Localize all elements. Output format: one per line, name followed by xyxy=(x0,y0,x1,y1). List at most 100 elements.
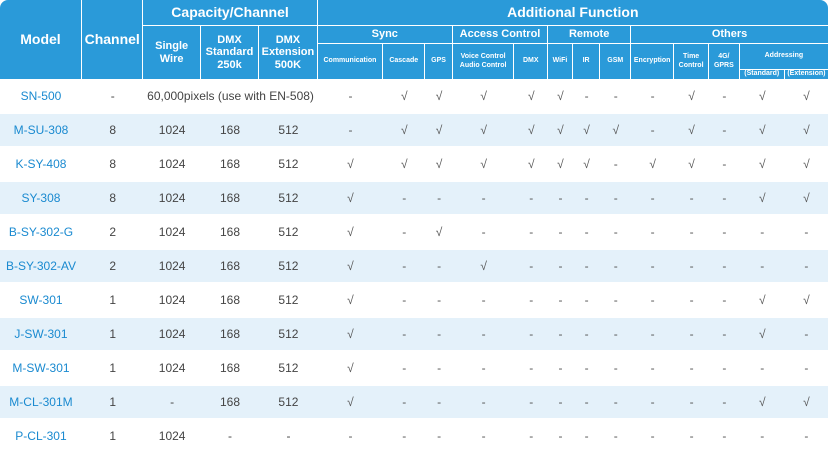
dmx-standard-cell: 168 xyxy=(200,352,260,386)
feature-mark-cell: - xyxy=(784,420,828,454)
feature-mark-cell: √ xyxy=(572,148,601,182)
header-dmx: DMX xyxy=(514,44,549,80)
dmx-extension-cell: 512 xyxy=(259,352,318,386)
model-cell: SN-500 xyxy=(0,80,82,114)
feature-mark-cell: √ xyxy=(425,148,453,182)
feature-mark-cell: - xyxy=(317,114,384,148)
feature-mark-cell: √ xyxy=(452,80,515,114)
channel-cell: 2 xyxy=(81,216,144,250)
single-wire-cell: 1024 xyxy=(143,420,201,454)
model-cell: M-SU-308 xyxy=(0,114,82,148)
feature-mark-cell: - xyxy=(317,420,384,454)
feature-mark-cell: - xyxy=(631,250,675,284)
dmx-standard-cell: 168 xyxy=(200,250,260,284)
feature-mark-cell: √ xyxy=(383,114,426,148)
feature-mark-cell: - xyxy=(425,250,453,284)
table-row: P-CL-301 1 1024- - - - - - - - - - - - - - - xyxy=(0,420,828,454)
feature-mark-cell: - xyxy=(709,420,740,454)
header-dmx-standard: DMX Standard 250k xyxy=(200,26,260,80)
header-remote: Remote xyxy=(548,26,632,44)
feature-mark-cell: - xyxy=(514,420,549,454)
feature-mark-cell: √ xyxy=(317,250,384,284)
feature-mark-cell: - xyxy=(452,420,515,454)
single-wire-cell: 1024 xyxy=(143,318,201,352)
model-cell: K-SY-408 xyxy=(0,148,82,182)
dmx-standard-cell: 168 xyxy=(200,148,260,182)
feature-mark-cell: - xyxy=(425,318,453,352)
feature-mark-cell: √ xyxy=(317,284,384,318)
channel-cell: 1 xyxy=(81,420,144,454)
feature-mark-cell: - xyxy=(383,284,426,318)
feature-mark-cell: - xyxy=(600,318,632,352)
feature-mark-cell: - xyxy=(514,352,549,386)
channel-cell: 1 xyxy=(81,386,144,420)
feature-mark-cell: - xyxy=(784,318,828,352)
header-communication: Communication xyxy=(317,44,384,80)
feature-mark-cell: - xyxy=(709,386,740,420)
feature-mark-cell: - xyxy=(572,80,601,114)
feature-mark-cell: - xyxy=(674,216,709,250)
feature-mark-cell: √ xyxy=(452,148,515,182)
feature-mark-cell: √ xyxy=(317,216,384,250)
feature-mark-cell: - xyxy=(709,284,740,318)
feature-mark-cell: √ xyxy=(452,250,515,284)
single-wire-cell: 1024 xyxy=(143,114,201,148)
feature-mark-cell: - xyxy=(600,386,632,420)
feature-mark-cell: - xyxy=(514,250,549,284)
feature-mark-cell: √ xyxy=(784,80,828,114)
header-addressing-extension: (Extension) xyxy=(784,70,828,80)
feature-mark-cell: √ xyxy=(425,80,453,114)
header-4g-gprs: 4G/ GPRS xyxy=(709,44,740,80)
header-ir: IR xyxy=(572,44,601,80)
feature-mark-cell: √ xyxy=(600,114,632,148)
feature-mark-cell: - xyxy=(784,250,828,284)
feature-mark-cell: √ xyxy=(383,80,426,114)
feature-mark-cell: - xyxy=(739,216,785,250)
feature-mark-cell: - xyxy=(709,148,740,182)
feature-mark-cell: - xyxy=(709,216,740,250)
feature-mark-cell: √ xyxy=(674,80,709,114)
feature-mark-cell: √ xyxy=(784,148,828,182)
feature-mark-cell: - xyxy=(383,318,426,352)
feature-mark-cell: - xyxy=(709,250,740,284)
model-cell: J-SW-301 xyxy=(0,318,82,352)
dmx-extension-cell: 512 xyxy=(259,318,318,352)
dmx-standard-cell: - xyxy=(200,420,260,454)
dmx-extension-cell: 512 xyxy=(259,182,318,216)
feature-mark-cell: - xyxy=(572,216,601,250)
header-time-control: Time Control xyxy=(674,44,709,80)
feature-mark-cell: - xyxy=(383,352,426,386)
feature-mark-cell: - xyxy=(674,284,709,318)
single-wire-cell: 1024 xyxy=(143,250,201,284)
feature-mark-cell: √ xyxy=(674,148,709,182)
feature-mark-cell: √ xyxy=(784,284,828,318)
table-row: SY-308 8 1024 168 512 √ - - - - - - - - - - √ √ xyxy=(0,182,828,216)
feature-mark-cell: - xyxy=(514,182,549,216)
dmx-extension-cell: 512 xyxy=(259,386,318,420)
feature-mark-cell: - xyxy=(631,318,675,352)
header-voice-audio-control: Voice Control Audio Control xyxy=(452,44,515,80)
header-sync: Sync xyxy=(317,26,453,44)
feature-mark-cell: - xyxy=(572,284,601,318)
single-wire-cell: 1024 xyxy=(143,352,201,386)
single-wire-cell: 1024 xyxy=(143,284,201,318)
single-wire-cell: 1024 xyxy=(143,182,201,216)
feature-mark-cell: - xyxy=(383,420,426,454)
channel-cell: 2 xyxy=(81,250,144,284)
feature-mark-cell: - xyxy=(452,386,515,420)
feature-mark-cell: √ xyxy=(739,318,785,352)
feature-mark-cell: - xyxy=(784,216,828,250)
feature-mark-cell: √ xyxy=(739,284,785,318)
feature-mark-cell: - xyxy=(631,284,675,318)
dmx-extension-cell: 512 xyxy=(259,216,318,250)
feature-mark-cell: - xyxy=(600,216,632,250)
feature-mark-cell: - xyxy=(631,216,675,250)
feature-mark-cell: - xyxy=(514,216,549,250)
feature-mark-cell: - xyxy=(674,352,709,386)
header-wifi: WiFi xyxy=(548,44,573,80)
feature-mark-cell: - xyxy=(709,80,740,114)
feature-mark-cell: - xyxy=(631,80,675,114)
dmx-extension-cell: 512 xyxy=(259,148,318,182)
header-others: Others xyxy=(631,26,828,44)
single-wire-cell: 1024 xyxy=(143,216,201,250)
